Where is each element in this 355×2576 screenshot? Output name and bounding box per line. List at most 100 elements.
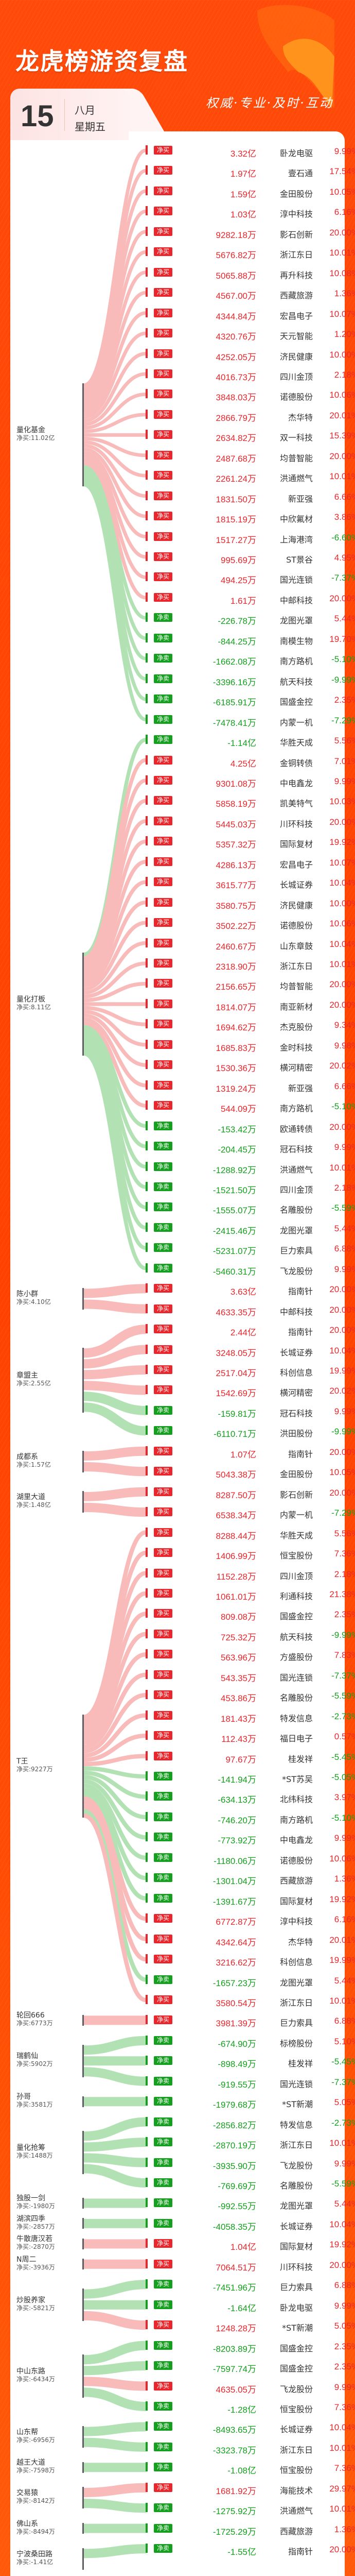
trade-row[interactable]: 净买 544.09万 南方路机 -5.10% [146,1100,355,1114]
trade-row[interactable]: 净买 2866.79万 杰华特 20.01% [146,409,355,423]
trade-row[interactable]: 净卖 -4058.35万 长城证券 10.04% [146,2218,355,2232]
stock-name[interactable]: 诺德股份 [279,392,313,402]
stock-name[interactable]: 南方路机 [279,1815,313,1825]
trade-row[interactable]: 净买 8287.50万 影石创新 20.00% [146,1486,355,1500]
trade-row[interactable]: 净买 6538.34万 内蒙一机 -7.29% [146,1507,355,1520]
trade-row[interactable]: 净卖 -1725.29万 西藏旅游 1.36% [146,2523,355,2537]
trade-row[interactable]: 净买 1.59亿 金田股份 10.05% [146,185,355,199]
trade-row[interactable]: 净买 112.43万 福日电子 0.57% [146,1731,355,1744]
stock-name[interactable]: 长城证券 [279,880,313,890]
stock-name[interactable]: 均普智能 [279,981,313,992]
stock-name[interactable]: 内蒙一机 [279,1510,313,1520]
trade-row[interactable]: 净买 3981.39万 巨力索具 6.88% [146,2015,355,2028]
trade-row[interactable]: 净买 3216.62万 科创信息 19.99% [146,1954,355,1968]
trade-row[interactable]: 净卖 -1.64亿 卧龙电驱 9.99% [146,2299,355,2313]
trade-row[interactable]: 净买 1319.24万 新亚强 6.66% [146,1080,355,1094]
investor-label[interactable]: 量化打板 净买:8.11亿 [16,995,51,1011]
stock-name[interactable]: 指南针 [288,1449,313,1459]
trade-row[interactable]: 净买 3.63亿 指南针 20.00% [146,1283,355,1297]
stock-name[interactable]: 济民健康 [279,900,313,910]
stock-name[interactable]: 再升科技 [279,270,313,280]
stock-name[interactable]: 龙图光罩 [279,2201,313,2211]
trade-row[interactable]: 净买 3580.54万 浙江东日 10.01% [146,1994,355,2008]
trade-row[interactable]: 净卖 -226.78万 龙图光罩 5.44% [146,613,355,626]
stock-name[interactable]: 金铜转债 [279,758,313,768]
stock-name[interactable]: 金时科技 [279,1042,313,1053]
stock-name[interactable]: 杰华特 [288,1937,313,1947]
investor-label[interactable]: 独股一剑 净买:-1980万 [16,2195,55,2210]
stock-name[interactable]: 国际复材 [279,1896,313,1906]
stock-name[interactable]: 欧通转债 [279,1124,313,1134]
stock-name[interactable]: 南方路机 [279,1104,313,1114]
stock-name[interactable]: 杰克股份 [279,1022,313,1032]
stock-name[interactable]: 横河精密 [279,1388,313,1398]
trade-row[interactable]: 净买 4633.35万 中邮科技 20.00% [146,1303,355,1317]
stock-name[interactable]: 浙江东日 [279,2140,313,2150]
trade-row[interactable]: 净卖 -7451.96万 巨力索具 6.88% [146,2279,355,2293]
trade-row[interactable]: 净买 5357.32万 国际复材 19.92% [146,836,355,850]
stock-name[interactable]: ST景谷 [286,555,313,565]
trade-row[interactable]: 净卖 -3323.78万 浙江东日 10.01% [146,2442,355,2455]
stock-name[interactable]: 海能技术 [279,2485,313,2496]
stock-name[interactable]: 福日电子 [279,1734,313,1744]
trade-row[interactable]: 净卖 -1301.04万 西藏旅游 1.36% [146,1873,355,1886]
trade-row[interactable]: 净卖 -1555.07万 名雕股份 -5.59% [146,1202,355,1215]
investor-label[interactable]: 量化抢筹 净买:1488万 [16,2144,53,2160]
stock-name[interactable]: 中电鑫龙 [279,778,313,788]
trade-row[interactable]: 净卖 -674.90万 标榜股份 5.10% [146,2035,355,2049]
stock-name[interactable]: 淳中科技 [279,1917,313,1927]
stock-name[interactable]: 诺德股份 [279,921,313,931]
trade-row[interactable]: 净买 4635.05万 飞龙股份 9.99% [146,2381,355,2395]
stock-name[interactable]: 影石创新 [279,229,313,240]
trade-row[interactable]: 净卖 -1521.50万 四川金顶 2.18% [146,1181,355,1195]
trade-row[interactable]: 净买 2517.04万 科创信息 19.99% [146,1365,355,1378]
trade-row[interactable]: 净买 97.67万 桂发祥 -5.45% [146,1751,355,1765]
trade-row[interactable]: 净买 5858.19万 凯美特气 10.03% [146,795,355,809]
stock-name[interactable]: 双一科技 [279,433,313,443]
stock-name[interactable]: 内蒙一机 [279,717,313,727]
trade-row[interactable]: 净买 4286.13万 宏昌电子 10.07% [146,856,355,870]
investor-label[interactable]: 瑞鹤仙 净买:5902万 [16,2053,53,2068]
trade-row[interactable]: 净买 5445.03万 川环科技 20.00% [146,816,355,829]
trade-row[interactable]: 净买 3.32亿 卧龙电驱 9.99% [146,145,355,159]
trade-row[interactable]: 净卖 -1.14亿 华胜天成 5.56% [146,735,355,748]
trade-row[interactable]: 净买 8288.44万 华胜天成 5.56% [146,1527,355,1541]
trade-row[interactable]: 净买 1.03亿 淳中科技 6.16% [146,206,355,219]
investor-label[interactable]: 宁波桑田路 净买:-1.41亿 [16,2550,53,2566]
stock-name[interactable]: 长城证券 [279,2221,313,2231]
stock-name[interactable]: 恒宝股份 [279,2465,313,2476]
trade-row[interactable]: 净买 4252.05万 济民健康 10.00% [146,348,355,362]
trade-row[interactable]: 净买 1530.36万 横河精密 20.02% [146,1060,355,1073]
stock-name[interactable]: 诺德股份 [279,1855,313,1866]
trade-row[interactable]: 净卖 -3935.90万 飞龙股份 9.99% [146,2157,355,2171]
investor-label[interactable]: 交易猿 净买:-8142万 [16,2489,55,2505]
trade-row[interactable]: 净买 1152.28万 四川金顶 2.18% [146,1568,355,1582]
trade-row[interactable]: 净卖 -1.08亿 恒宝股份 7.36% [146,2462,355,2476]
investor-label[interactable]: 越王大道 净买:-7598万 [16,2459,55,2475]
stock-name[interactable]: 名雕股份 [279,1693,313,1703]
trade-row[interactable]: 净买 4342.64万 杰华特 20.01% [146,1934,355,1947]
trade-row[interactable]: 净卖 -992.55万 龙图光罩 5.44% [146,2198,355,2211]
stock-name[interactable]: 国光连锁 [279,2079,313,2089]
stock-name[interactable]: 巨力索具 [279,2282,313,2293]
trade-row[interactable]: 净卖 -2415.46万 龙图光罩 5.44% [146,1222,355,1236]
trade-row[interactable]: 净卖 -7597.74万 国盛金控 2.35% [146,2361,355,2374]
stock-name[interactable]: 金田股份 [279,1469,313,1480]
trade-row[interactable]: 净卖 -159.81万 冠石科技 9.99% [146,1405,355,1419]
stock-name[interactable]: 长城证券 [279,1347,313,1358]
trade-row[interactable]: 净买 1815.19万 中欣氟材 3.86% [146,511,355,524]
stock-name[interactable]: 洪通燃气 [279,473,313,484]
trade-row[interactable]: 净买 9301.08万 中电鑫龙 9.99% [146,775,355,789]
investor-label[interactable]: 牛散唐汉若 净买:-2870万 [16,2235,55,2251]
stock-name[interactable]: 卧龙电驱 [279,148,313,158]
trade-row[interactable]: 净买 6772.87万 淳中科技 6.16% [146,1913,355,1927]
stock-name[interactable]: 国际复材 [279,2242,313,2252]
trade-row[interactable]: 净买 1.04亿 国际复材 19.92% [146,2239,355,2252]
stock-name[interactable]: 天元智能 [279,331,313,342]
trade-row[interactable]: 净买 1814.07万 南亚新材 20.00% [146,998,355,1012]
stock-name[interactable]: 宏昌电子 [279,859,313,870]
trade-row[interactable]: 净卖 -153.42万 欧通转债 20.00% [146,1121,355,1134]
stock-name[interactable]: 飞龙股份 [279,1266,313,1276]
trade-row[interactable]: 净卖 -7478.41万 内蒙一机 -7.29% [146,714,355,728]
trade-row[interactable]: 净卖 -634.13万 北纬科技 3.97% [146,1791,355,1805]
